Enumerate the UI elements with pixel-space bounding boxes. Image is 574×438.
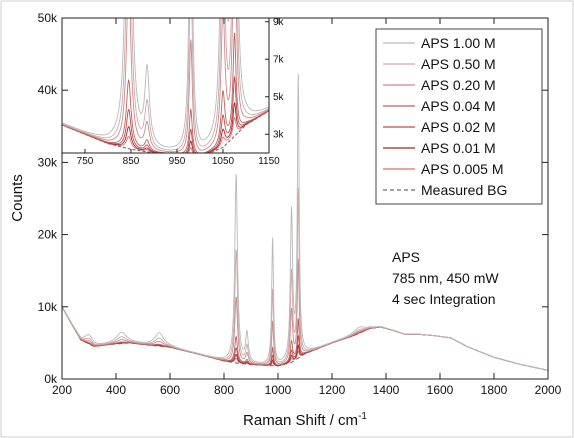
inset-series-line-2 bbox=[62, 18, 269, 153]
x-axis-label-superscript: -1 bbox=[358, 411, 367, 422]
y-tick-label-0: 0k bbox=[44, 372, 58, 386]
inset-y-tick-label-1: 5k bbox=[273, 92, 285, 103]
y-tick-label-1: 10k bbox=[38, 300, 58, 314]
y-tick-label-4: 40k bbox=[38, 83, 58, 97]
annotation-line-1: APS bbox=[392, 249, 420, 265]
plot-frame bbox=[61, 17, 549, 380]
legend-label-3: APS 0.04 M bbox=[421, 98, 496, 114]
inset-series-line-0 bbox=[62, 18, 269, 148]
legend-label-6: APS 0.005 M bbox=[421, 161, 504, 177]
inset-x-tick-label-2: 950 bbox=[169, 156, 186, 167]
inset-x-tick-label-3: 1050 bbox=[212, 156, 235, 167]
legend-box bbox=[375, 28, 543, 205]
x-axis-label: Raman Shift / cm-1 bbox=[243, 411, 367, 429]
legend: APS 1.00 M APS 0.50 M APS 0.20 M APS 0.04 M… bbox=[375, 28, 543, 205]
inset-background bbox=[62, 18, 269, 153]
main-ticks-group: 200 400 600 800 1000 1200 1400 1600 1800 2000 0k 10… bbox=[38, 11, 562, 397]
x-tick-label-6: 1400 bbox=[373, 383, 400, 397]
x-tick-label-3: 800 bbox=[214, 383, 234, 397]
inset-x-tick-label-4: 1150 bbox=[258, 156, 280, 167]
inset-x-tick-label-0: 750 bbox=[77, 156, 94, 167]
y-axis-label: Counts bbox=[9, 174, 26, 222]
inset-y-tick-label-0: 3k bbox=[273, 129, 285, 140]
annotation-line-3: 4 sec Integration bbox=[392, 291, 496, 307]
y-tick-label-2: 20k bbox=[38, 228, 58, 242]
x-tick-label-0: 200 bbox=[52, 383, 72, 397]
legend-label-1: APS 0.50 M bbox=[421, 56, 496, 72]
x-tick-label-9: 2000 bbox=[535, 383, 562, 397]
series-line-0 bbox=[62, 73, 548, 371]
x-tick-label-4: 1000 bbox=[265, 383, 292, 397]
x-tick-label-1: 400 bbox=[106, 383, 126, 397]
inset-ticks-group: 750 850 950 1050 1150 3k 5k 7k 9k bbox=[77, 17, 285, 167]
legend-label-2: APS 0.20 M bbox=[421, 77, 496, 93]
inset-y-tick-label-2: 7k bbox=[273, 54, 285, 65]
legend-items: APS 1.00 M APS 0.50 M APS 0.20 M APS 0.04 M… bbox=[383, 35, 507, 198]
annotation-line-2: 785 nm, 450 mW bbox=[392, 270, 499, 286]
legend-label-7: Measured BG bbox=[421, 182, 507, 198]
inset-y-tick-label-3: 9k bbox=[273, 17, 285, 28]
main-series-group bbox=[62, 73, 548, 371]
inset-series-line-1 bbox=[62, 18, 269, 151]
x-axis-label-text: Raman Shift / cm bbox=[243, 412, 358, 429]
x-tick-label-7: 1600 bbox=[427, 383, 454, 397]
legend-label-5: APS 0.01 M bbox=[421, 140, 496, 156]
legend-label-4: APS 0.02 M bbox=[421, 119, 496, 135]
y-tick-label-3: 30k bbox=[38, 155, 58, 169]
x-tick-label-8: 1800 bbox=[481, 383, 508, 397]
x-tick-label-5: 1200 bbox=[319, 383, 346, 397]
y-tick-label-5: 50k bbox=[38, 11, 58, 25]
inset-x-tick-label-1: 850 bbox=[123, 156, 140, 167]
legend-label-0: APS 1.00 M bbox=[421, 35, 496, 51]
x-tick-label-2: 600 bbox=[160, 383, 180, 397]
